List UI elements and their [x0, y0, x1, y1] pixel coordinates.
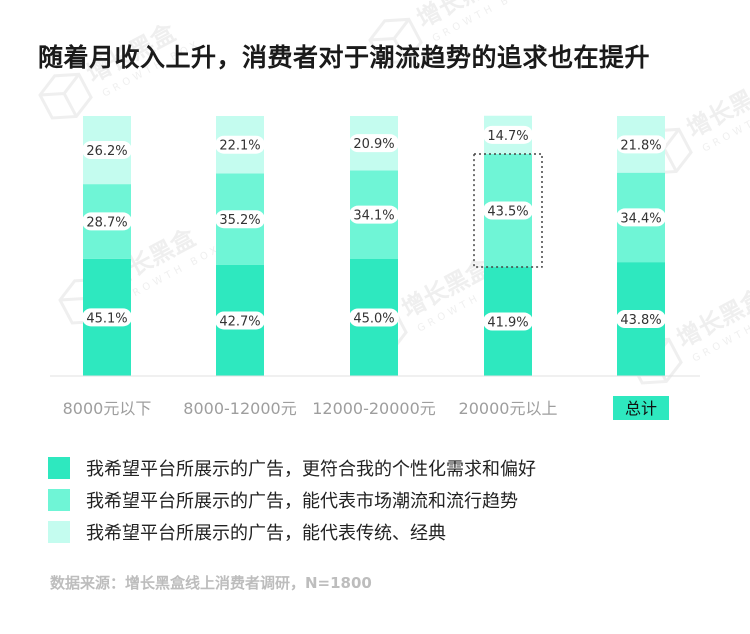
data-label-bg: [483, 201, 533, 220]
legend-item-personalized: 我希望平台所展示的广告，更符合我的个性化需求和偏好: [48, 452, 536, 484]
x-tick-label: 总计: [625, 399, 657, 418]
data-label-bg: [82, 212, 132, 231]
data-label: 45.1%: [86, 311, 127, 326]
data-label-bg: [349, 134, 399, 153]
data-label: 43.5%: [487, 205, 528, 220]
watermark-logo: [38, 72, 93, 120]
data-label-bg: [616, 310, 666, 329]
data-label: 21.8%: [620, 138, 661, 153]
bars-group: 45.1% 28.7% 26.2% 42.7% 35.2% 22.1% 45.0% 34.1%…: [82, 115, 666, 376]
data-label-bg: [483, 125, 533, 144]
data-label-bg: [616, 208, 666, 227]
data-label-bg: [215, 210, 265, 229]
data-label: 22.1%: [219, 139, 260, 154]
data-label: 34.1%: [353, 209, 394, 224]
data-label: 34.4%: [620, 211, 661, 226]
data-label: 41.9%: [487, 316, 528, 331]
x-tick-label: 8000元以下: [63, 399, 152, 418]
x-tick-label: 8000-12000元: [183, 399, 296, 418]
data-label-bg: [82, 141, 132, 160]
legend-item-classic: 我希望平台所展示的广告，能代表传统、经典: [48, 516, 536, 548]
data-label-bg: [82, 308, 132, 327]
watermark-logo: [368, 17, 423, 65]
data-label-bg: [215, 311, 265, 330]
legend-label-personalized: 我希望平台所展示的广告，更符合我的个性化需求和偏好: [86, 459, 536, 480]
legend-swatch-personalized: [48, 457, 70, 479]
x-tick-label: 12000-20000元: [312, 399, 436, 418]
legend-item-trend: 我希望平台所展示的广告，能代表市场潮流和流行趋势: [48, 484, 536, 516]
watermark-text: 增长黑盒: [672, 283, 750, 353]
data-label-bg: [349, 308, 399, 327]
data-label: 20.9%: [353, 137, 394, 152]
chart-title: 随着月收入上升，消费者对于潮流趋势的追求也在提升: [38, 43, 651, 72]
data-label: 35.2%: [219, 213, 260, 228]
legend-label-classic: 我希望平台所展示的广告，能代表传统、经典: [86, 523, 446, 544]
data-label: 28.7%: [86, 215, 127, 230]
data-label: 26.2%: [86, 144, 127, 159]
legend: 我希望平台所展示的广告，更符合我的个性化需求和偏好 我希望平台所展示的广告，能代…: [48, 452, 536, 548]
data-label-bg: [349, 205, 399, 224]
legend-swatch-classic: [48, 521, 70, 543]
x-axis-labels: 8000元以下 8000-12000元 12000-20000元 20000元以上 总计: [63, 396, 669, 420]
data-label: 43.8%: [620, 313, 661, 328]
legend-label-trend: 我希望平台所展示的广告，能代表市场潮流和流行趋势: [86, 491, 518, 512]
source-note: 数据来源：增长黑盒线上消费者调研，N=1800: [50, 574, 372, 592]
data-label: 45.0%: [353, 312, 394, 327]
highlight-box: [473, 153, 543, 268]
x-tick-label: 20000元以上: [459, 399, 558, 418]
data-label-bg: [483, 312, 533, 331]
data-label-bg: [616, 135, 666, 154]
legend-swatch-trend: [48, 489, 70, 511]
data-label: 42.7%: [219, 314, 260, 329]
data-label-bg: [215, 135, 265, 154]
data-label: 14.7%: [487, 129, 528, 144]
x-tick-label-highlight: [613, 396, 669, 420]
